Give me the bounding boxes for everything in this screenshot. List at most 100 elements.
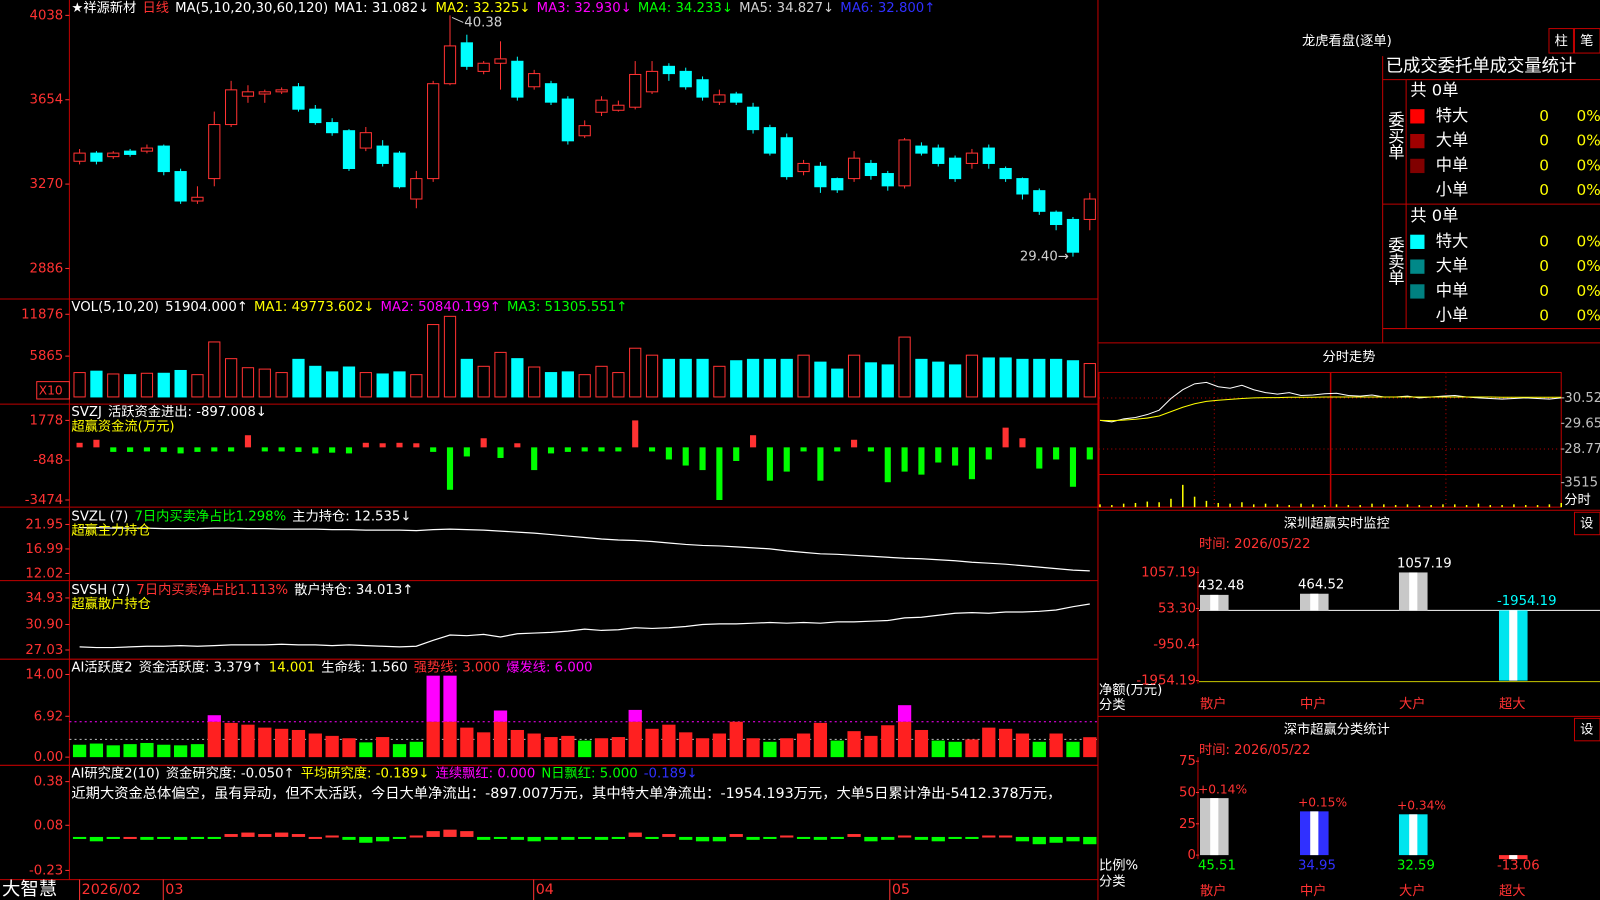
list-button[interactable]: 笔: [1580, 33, 1593, 49]
candle-body: [73, 152, 86, 162]
research-bar: [965, 836, 979, 839]
order-type: 中单: [1436, 281, 1469, 300]
y-tick-label: 0.08: [34, 818, 64, 833]
research-bar: [982, 835, 996, 838]
order-swatch: [1410, 133, 1425, 149]
candle-body: [696, 79, 709, 98]
research-bar: [1083, 836, 1097, 845]
candle-body: [494, 58, 507, 64]
research-bar: [258, 834, 272, 837]
fund-flow-bar: [918, 447, 925, 475]
activity-bar: [1083, 737, 1097, 758]
fund-flow-bar: [682, 447, 689, 466]
indicator-label: 7日内买卖净占比1.298%: [134, 508, 286, 524]
monitor-value: 1057.19: [1397, 556, 1452, 571]
research-bar: [881, 836, 895, 840]
volume-bar: [965, 354, 979, 398]
volume-bar: [595, 365, 608, 398]
candle-body: [881, 173, 894, 187]
volume-bar: [982, 357, 995, 398]
volume-bar: [1016, 358, 1029, 398]
side-label: 委买单: [1385, 111, 1404, 160]
order-volume: 0: [1539, 257, 1549, 275]
candle-body: [797, 162, 810, 173]
candle-body: [258, 91, 271, 95]
date-label: 03: [165, 882, 183, 898]
monitor-value: 432.48: [1198, 579, 1244, 594]
indicator-label: 日线: [142, 0, 169, 16]
candle-body: [359, 132, 372, 149]
order-volume: 0: [1539, 282, 1549, 300]
order-count: 共 0单: [1410, 206, 1458, 225]
candle-body: [629, 73, 642, 108]
volume-bar: [376, 373, 389, 398]
order-type: 中单: [1436, 155, 1469, 174]
research-bar: [106, 836, 120, 839]
candle-body: [174, 171, 187, 202]
fund-flow-bar: [783, 447, 790, 472]
intraday-title: 分时走势: [1322, 349, 1375, 365]
volume-bar: [1083, 363, 1096, 398]
intraday-average: [1099, 396, 1562, 422]
y-tick-label: 4038: [30, 8, 64, 23]
activity-bar: [897, 721, 912, 758]
chart-button[interactable]: 柱: [1555, 33, 1568, 49]
low-label: 29.40→: [1020, 250, 1069, 265]
fund-flow-bar: [312, 447, 319, 454]
activity-bar: [645, 728, 659, 758]
research-bar: [561, 836, 575, 840]
candle-body: [157, 145, 170, 173]
volume-bar: [410, 374, 423, 398]
order-percent: 0%: [1577, 257, 1600, 275]
volume-bar: [275, 372, 288, 398]
y-tick-label: 53.30: [1158, 602, 1196, 617]
fund-flow-bar: [362, 442, 369, 448]
activity-bar: [628, 721, 642, 758]
activity-bar: [123, 744, 137, 758]
candle-body: [511, 60, 524, 98]
volume-bar: [1033, 358, 1046, 398]
research-bar: [763, 836, 777, 839]
monitor-settings[interactable]: 设: [1580, 515, 1593, 531]
stats-settings[interactable]: 设: [1580, 722, 1593, 738]
research-bar: [140, 836, 154, 840]
research-bar: [342, 836, 356, 840]
fund-flow-bar: [295, 447, 302, 452]
candle-body: [544, 83, 558, 103]
activity-bar: [157, 744, 171, 758]
research-bar: [830, 836, 844, 839]
order-type: 小单: [1436, 180, 1469, 199]
volume-bar: [780, 358, 793, 398]
research-bar: [376, 836, 390, 842]
bar-highlight: [1409, 572, 1418, 611]
volume-bar: [763, 358, 777, 398]
research-bar: [89, 836, 104, 842]
y-tick-label: 0.00: [34, 750, 64, 765]
candle-body: [309, 108, 322, 124]
activity-bar: [291, 729, 306, 758]
fund-flow-bar: [867, 447, 874, 452]
y-tick-label: 28.77: [1564, 442, 1600, 457]
volume-bar: [679, 358, 692, 398]
volume-bar: [561, 371, 574, 398]
fund-flow-bar: [497, 447, 504, 458]
indicator-label: MA5: 34.827↓: [739, 1, 834, 16]
y-tick-label: 1778: [30, 413, 64, 428]
activity-bar: [443, 721, 457, 758]
activity-bar: [965, 739, 979, 758]
volume-bar: [999, 357, 1012, 398]
indicator-label: MA2: 50840.199↑: [380, 300, 500, 315]
activity-bar: [275, 728, 289, 758]
bar-highlight: [1310, 593, 1319, 611]
indicator-label: 连续飘红: 0.000: [436, 765, 536, 781]
volume-bar: [494, 351, 507, 398]
y-tick-label: 21.95: [25, 517, 63, 532]
fund-flow-bar: [430, 447, 437, 452]
order-swatch: [1410, 284, 1425, 299]
activity-bar: [998, 728, 1013, 758]
fund-flow-bar: [665, 447, 672, 460]
research-bar: [190, 836, 205, 839]
volume-bar: [174, 369, 187, 398]
volume-bar: [881, 364, 894, 398]
date-label: 2026/02: [82, 882, 141, 898]
